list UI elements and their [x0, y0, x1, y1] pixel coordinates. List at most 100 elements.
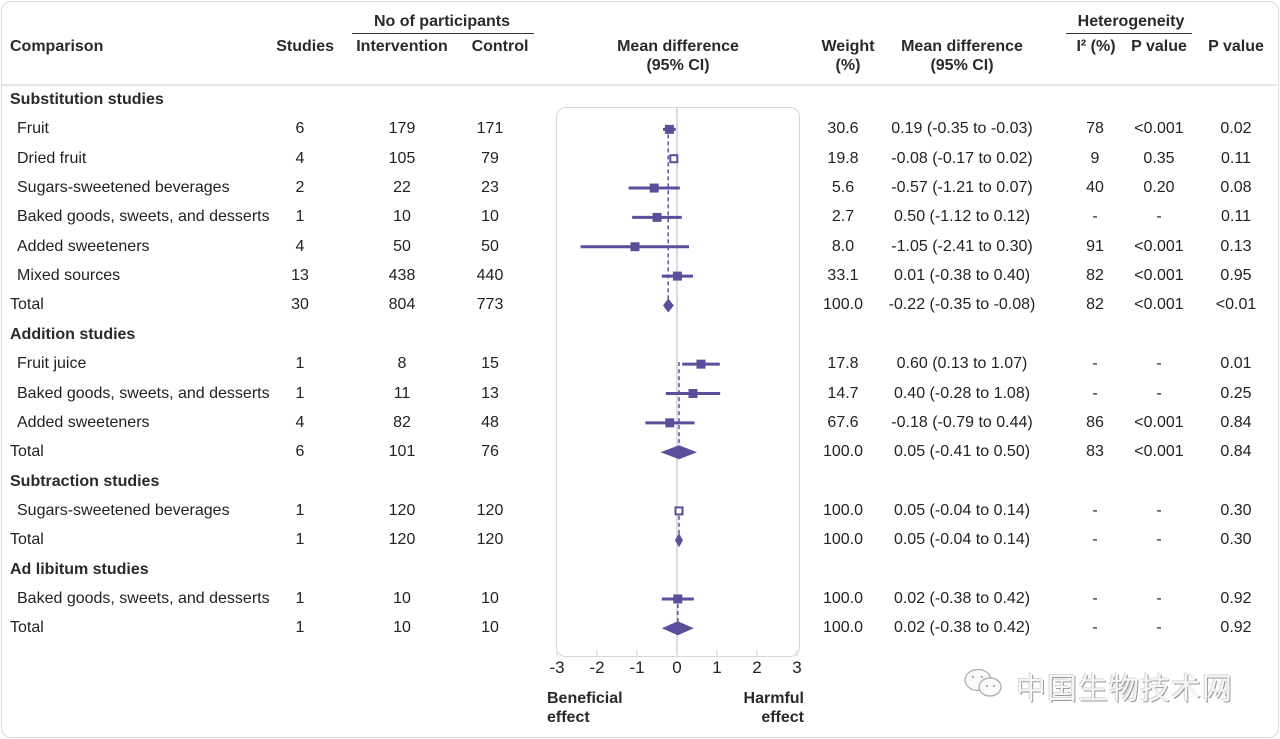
cell-intervention: 11 — [393, 384, 411, 402]
cell-studies: 1 — [295, 619, 305, 637]
header-md-line1: Mean difference — [901, 38, 1023, 55]
cell-weight: 33.1 — [827, 267, 859, 285]
comparison-label: Added sweeteners — [17, 237, 150, 255]
comparison-label: Baked goods, sweets, and desserts — [17, 589, 270, 607]
header-p: P value — [1208, 38, 1264, 55]
cell-control: 171 — [476, 120, 504, 138]
cell-het-p: - — [1156, 384, 1162, 402]
cell-control: 10 — [481, 619, 499, 637]
cell-control: 76 — [481, 443, 499, 461]
cell-weight: 30.6 — [827, 120, 859, 138]
cell-studies: 1 — [295, 531, 305, 549]
wechat-icon — [964, 668, 1002, 697]
cell-weight: 100.0 — [822, 619, 864, 637]
header-control: Control — [471, 38, 529, 55]
comparison-label: Mixed sources — [17, 267, 121, 285]
cell-i2: - — [1092, 531, 1098, 549]
header-het-p: P value — [1131, 38, 1187, 55]
cell-het-p: - — [1156, 501, 1162, 519]
cell-intervention: 10 — [393, 208, 411, 226]
cell-md-text: -0.22 (-0.35 to -0.08) — [888, 296, 1036, 314]
cell-weight: 14.7 — [827, 384, 859, 402]
comparison-label: Total — [10, 296, 44, 314]
cell-p: 0.84 — [1220, 413, 1252, 431]
cell-het-p: - — [1156, 531, 1162, 549]
cell-md-text: 0.50 (-1.12 to 0.12) — [893, 208, 1031, 226]
cell-studies: 1 — [295, 501, 305, 519]
cell-het-p: <0.001 — [1134, 413, 1184, 431]
cell-weight: 67.6 — [827, 413, 859, 431]
cell-p: 0.01 — [1220, 355, 1252, 373]
cell-p: 0.30 — [1220, 501, 1252, 519]
cell-i2: 91 — [1086, 237, 1104, 255]
cell-studies: 13 — [291, 267, 309, 285]
cell-het-p: - — [1156, 619, 1162, 637]
cell-md-text: -1.05 (-2.41 to 0.30) — [891, 237, 1033, 255]
x-tick-label: -3 — [549, 658, 565, 677]
cell-intervention: 82 — [393, 413, 411, 431]
cell-studies: 2 — [295, 179, 305, 197]
forest-plot-area — [556, 107, 800, 657]
cell-intervention: 50 — [393, 237, 411, 255]
cell-het-p: - — [1156, 589, 1162, 607]
cell-intervention: 120 — [388, 501, 416, 519]
comparison-label: Baked goods, sweets, and desserts — [17, 384, 270, 402]
section-title: Substitution studies — [10, 91, 164, 108]
cell-intervention: 804 — [388, 296, 416, 314]
beneficial-label-line2: effect — [547, 709, 590, 726]
cell-het-p: 0.20 — [1143, 179, 1175, 197]
cell-i2: - — [1092, 355, 1098, 373]
x-tick-label: 0 — [672, 658, 682, 677]
cell-het-p: 0.35 — [1143, 149, 1175, 167]
cell-md-text: 0.01 (-0.38 to 0.40) — [893, 267, 1031, 285]
cell-weight: 19.8 — [827, 149, 859, 167]
cell-intervention: 8 — [397, 355, 407, 373]
comparison-label: Total — [10, 619, 44, 637]
cell-p: <0.01 — [1215, 296, 1257, 314]
header-weight-line1: Weight — [821, 38, 875, 55]
cell-control: 79 — [481, 149, 499, 167]
header-separator — [2, 84, 1277, 86]
cell-intervention: 101 — [388, 443, 416, 461]
header-md-line2: (95% CI) — [930, 57, 994, 74]
cell-studies: 30 — [291, 296, 309, 314]
header-weight-line2: (%) — [835, 57, 861, 74]
cell-control: 773 — [476, 296, 504, 314]
header-heterogeneity-group: Heterogeneity — [1077, 13, 1185, 30]
cell-intervention: 10 — [393, 619, 411, 637]
watermark-text: 中国生物技术网 — [1016, 673, 1233, 706]
cell-md-text: 0.05 (-0.04 to 0.14) — [893, 531, 1031, 549]
cell-control: 13 — [481, 384, 499, 402]
comparison-label: Baked goods, sweets, and desserts — [17, 208, 270, 226]
cell-i2: 9 — [1090, 149, 1100, 167]
cell-md-text: 0.05 (-0.41 to 0.50) — [893, 443, 1031, 461]
cell-intervention: 10 — [393, 589, 411, 607]
cell-md-text: 0.40 (-0.28 to 1.08) — [893, 384, 1031, 402]
cell-md-text: 0.05 (-0.04 to 0.14) — [893, 501, 1031, 519]
x-tick-label: 2 — [752, 658, 762, 677]
cell-intervention: 438 — [388, 267, 416, 285]
harmful-label-line2: effect — [761, 709, 804, 726]
section-title: Ad libitum studies — [10, 560, 149, 578]
cell-control: 48 — [481, 413, 499, 431]
cell-i2: - — [1092, 384, 1098, 402]
header-participants-group: No of participants — [373, 13, 510, 30]
cell-md-text: 0.02 (-0.38 to 0.42) — [893, 619, 1031, 637]
x-tick-label: 3 — [792, 658, 802, 677]
cell-control: 50 — [481, 237, 499, 255]
cell-intervention: 179 — [388, 120, 416, 138]
cell-p: 0.11 — [1221, 149, 1251, 167]
cell-weight: 100.0 — [822, 531, 864, 549]
cell-intervention: 120 — [388, 531, 416, 549]
cell-i2: 82 — [1086, 296, 1104, 314]
cell-weight: 5.6 — [831, 179, 855, 197]
cell-studies: 1 — [295, 208, 305, 226]
cell-p: 0.11 — [1221, 208, 1251, 226]
cell-studies: 4 — [295, 237, 305, 255]
comparison-label: Sugars-sweetened beverages — [17, 179, 230, 197]
cell-i2: 40 — [1086, 179, 1104, 197]
cell-md-text: -0.08 (-0.17 to 0.02) — [891, 149, 1033, 167]
cell-md-text: 0.19 (-0.35 to -0.03) — [891, 120, 1033, 138]
cell-md-text: -0.18 (-0.79 to 0.44) — [891, 413, 1033, 431]
section-title: Subtraction studies — [10, 472, 160, 490]
